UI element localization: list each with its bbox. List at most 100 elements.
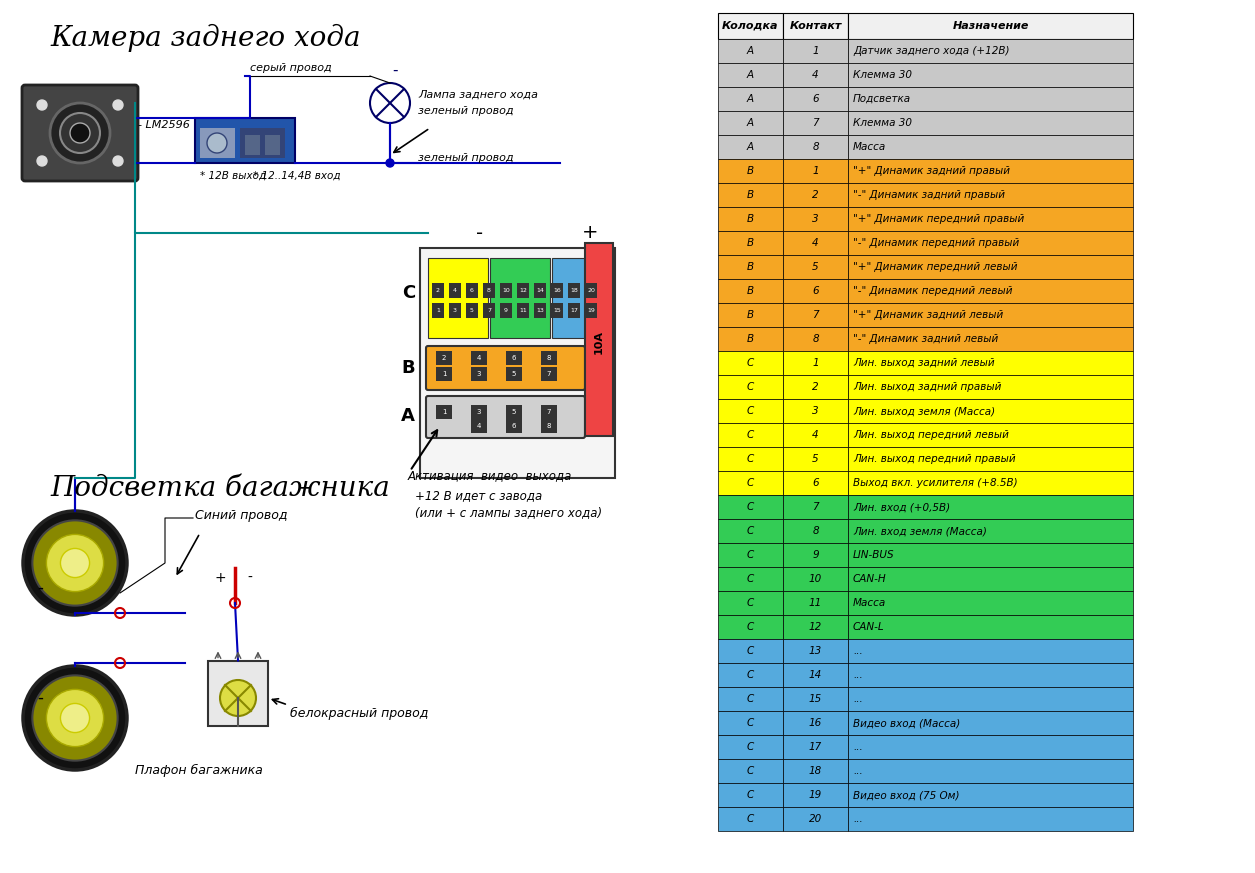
Circle shape — [70, 123, 90, 143]
Bar — [783, 159, 848, 183]
Bar — [783, 207, 848, 231]
Bar — [718, 495, 783, 519]
Bar — [718, 303, 783, 327]
Text: 1: 1 — [812, 358, 818, 368]
Text: 3: 3 — [477, 409, 481, 415]
Text: Назначение: Назначение — [953, 21, 1029, 31]
Bar — [783, 303, 848, 327]
Text: +: + — [582, 223, 599, 243]
Text: "+" Динамик передний правый: "+" Динамик передний правый — [853, 214, 1024, 224]
Bar — [718, 711, 783, 735]
Bar — [585, 243, 612, 436]
Bar — [783, 447, 848, 471]
Circle shape — [113, 156, 123, 166]
Text: B: B — [747, 262, 754, 272]
Bar — [569, 283, 580, 298]
Text: C: C — [747, 430, 754, 440]
Text: 7: 7 — [812, 502, 818, 512]
Text: 12: 12 — [520, 288, 527, 293]
Bar — [848, 495, 1133, 519]
Text: 7: 7 — [487, 308, 491, 313]
Bar — [517, 303, 530, 318]
Text: зеленый провод: зеленый провод — [418, 106, 513, 116]
Bar — [783, 399, 848, 423]
Bar — [783, 711, 848, 735]
Text: 8: 8 — [487, 288, 491, 293]
Bar — [432, 283, 444, 298]
Bar — [783, 279, 848, 303]
Text: зеленый провод: зеленый провод — [418, 153, 513, 163]
Text: C: C — [747, 358, 754, 368]
Bar — [848, 735, 1133, 759]
Bar — [489, 258, 550, 338]
Text: Лампа заднего хода: Лампа заднего хода — [418, 90, 538, 100]
Circle shape — [60, 704, 89, 732]
FancyBboxPatch shape — [23, 85, 138, 181]
Text: -: - — [38, 579, 43, 597]
Bar — [783, 615, 848, 639]
Text: A: A — [747, 46, 754, 56]
Text: 2: 2 — [812, 382, 818, 392]
Text: Активация  видео  выхода: Активация видео выхода — [408, 470, 572, 483]
Text: * 12В выход: * 12В выход — [200, 171, 266, 181]
Bar — [245, 135, 260, 155]
Bar — [718, 111, 783, 135]
Text: Подсветка багажника: Подсветка багажника — [50, 475, 390, 501]
Circle shape — [46, 534, 104, 592]
Text: Лин. выход передний левый: Лин. выход передний левый — [853, 430, 1009, 440]
Bar — [783, 759, 848, 783]
Bar — [783, 423, 848, 447]
Text: A: A — [747, 94, 754, 104]
Bar — [848, 231, 1133, 255]
Text: Подсветка: Подсветка — [853, 94, 911, 104]
Bar — [848, 543, 1133, 567]
Bar — [848, 159, 1133, 183]
Text: B: B — [747, 286, 754, 296]
FancyBboxPatch shape — [425, 396, 585, 438]
Text: 20: 20 — [587, 288, 595, 293]
Bar — [848, 567, 1133, 591]
Text: C: C — [747, 382, 754, 392]
Bar — [718, 447, 783, 471]
Text: C: C — [747, 454, 754, 464]
Text: - LM2596: - LM2596 — [138, 120, 190, 130]
Bar — [718, 375, 783, 399]
Text: 10: 10 — [502, 288, 510, 293]
Text: 6: 6 — [812, 94, 818, 104]
Bar — [428, 258, 488, 338]
Circle shape — [387, 159, 394, 167]
Bar — [848, 759, 1133, 783]
Text: 14: 14 — [809, 670, 822, 680]
Bar — [718, 519, 783, 543]
Bar — [506, 367, 522, 381]
Bar — [466, 283, 478, 298]
Text: A: A — [747, 70, 754, 80]
Text: 6: 6 — [812, 286, 818, 296]
Text: Лин. вход (+0,5В): Лин. вход (+0,5В) — [853, 502, 950, 512]
Text: 20: 20 — [809, 814, 822, 824]
Bar — [718, 231, 783, 255]
Text: ...: ... — [853, 766, 862, 776]
Text: 5: 5 — [512, 409, 516, 415]
Bar — [541, 367, 557, 381]
Bar — [848, 303, 1133, 327]
Bar — [783, 735, 848, 759]
Bar — [783, 687, 848, 711]
Bar — [435, 367, 452, 381]
Bar — [449, 303, 461, 318]
Bar — [718, 639, 783, 663]
Text: 8: 8 — [812, 142, 818, 152]
Bar — [552, 258, 607, 338]
Text: LIN-BUS: LIN-BUS — [853, 550, 895, 560]
Text: 2: 2 — [435, 288, 441, 293]
Text: "-" Динамик передний левый: "-" Динамик передний левый — [853, 286, 1013, 296]
Bar — [200, 128, 235, 158]
Text: 18: 18 — [570, 288, 577, 293]
Text: серый провод: серый провод — [250, 63, 331, 73]
Text: 13: 13 — [536, 308, 543, 313]
Circle shape — [220, 680, 256, 716]
Bar — [848, 711, 1133, 735]
Text: Лин. выход задний правый: Лин. выход задний правый — [853, 382, 1001, 392]
Bar — [432, 303, 444, 318]
Text: 5: 5 — [812, 454, 818, 464]
